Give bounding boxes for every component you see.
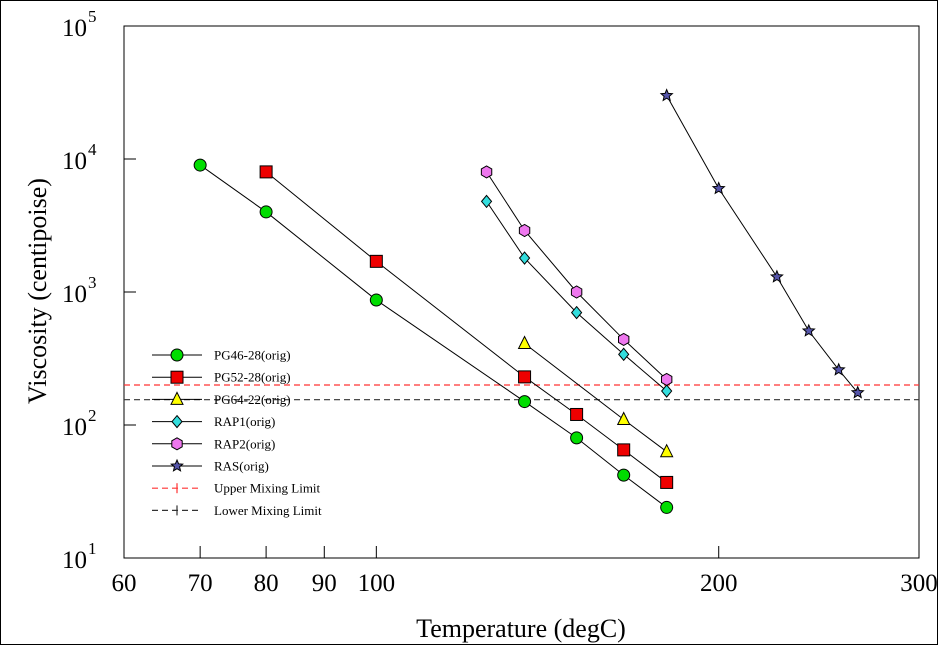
legend-label: Upper Mixing Limit bbox=[214, 481, 321, 496]
data-point bbox=[831, 362, 846, 376]
data-point bbox=[660, 372, 673, 387]
data-point bbox=[518, 395, 532, 409]
legend-label: PG64-22(orig) bbox=[214, 392, 291, 407]
legend-item: PG46-28(orig) bbox=[152, 348, 291, 363]
data-point bbox=[570, 407, 584, 421]
legend: PG46-28(orig) PG52-28(orig) PG64-22(orig) R… bbox=[152, 348, 322, 518]
y-tick-label: 10 bbox=[62, 547, 87, 574]
legend-marker bbox=[171, 437, 183, 451]
data-point bbox=[769, 269, 784, 283]
y-axis-title: Viscosity (centipoise) bbox=[23, 178, 52, 404]
data-point bbox=[259, 165, 273, 179]
legend-item: RAP2(orig) bbox=[152, 436, 275, 451]
y-tick-exponent: 2 bbox=[88, 406, 97, 425]
series-line bbox=[666, 95, 859, 393]
x-tick-label: 100 bbox=[358, 570, 396, 597]
legend-marker bbox=[170, 458, 184, 472]
legend-marker bbox=[170, 348, 184, 362]
data-point bbox=[570, 431, 584, 445]
data-point bbox=[518, 251, 531, 265]
series-group bbox=[480, 194, 673, 398]
series-line bbox=[486, 171, 668, 380]
data-point bbox=[801, 323, 816, 337]
data-point bbox=[517, 335, 532, 349]
y-tick-label: 10 bbox=[62, 148, 87, 175]
data-point bbox=[618, 332, 630, 346]
series-line bbox=[265, 171, 667, 483]
data-point bbox=[660, 475, 674, 489]
legend-marker bbox=[170, 391, 184, 405]
legend-marker bbox=[171, 414, 183, 429]
data-point bbox=[369, 293, 383, 307]
x-tick-label: 300 bbox=[900, 570, 938, 597]
data-point bbox=[660, 500, 674, 514]
x-tick-label: 200 bbox=[700, 570, 738, 597]
data-point bbox=[659, 443, 674, 458]
x-tick-label: 90 bbox=[312, 570, 337, 597]
data-point bbox=[570, 285, 583, 299]
x-axis-title: Temperature (degC) bbox=[416, 614, 626, 643]
data-point bbox=[850, 385, 865, 399]
legend-item: Upper Mixing Limit bbox=[152, 481, 321, 496]
x-tick-label: 80 bbox=[254, 570, 279, 597]
y-tick-exponent: 3 bbox=[88, 273, 97, 292]
y-tick-label: 10 bbox=[62, 281, 87, 308]
data-point bbox=[518, 223, 531, 238]
series-group bbox=[193, 158, 674, 514]
data-point bbox=[570, 305, 583, 320]
data-point bbox=[480, 194, 493, 209]
legend-marker bbox=[170, 370, 184, 384]
data-point bbox=[369, 254, 383, 268]
legend-item: RAS(orig) bbox=[152, 459, 269, 474]
data-point bbox=[259, 205, 273, 219]
plot-area bbox=[123, 25, 920, 559]
series-group bbox=[659, 88, 865, 399]
data-point bbox=[661, 384, 673, 398]
data-point bbox=[616, 411, 631, 425]
data-point bbox=[617, 468, 631, 482]
series-group bbox=[259, 165, 674, 489]
legend-item: PG52-28(orig) bbox=[152, 370, 291, 385]
y-tick-exponent: 4 bbox=[88, 140, 97, 159]
legend-label: PG46-28(orig) bbox=[214, 348, 291, 363]
y-tick-label: 10 bbox=[62, 414, 87, 441]
legend-label: RAS(orig) bbox=[214, 459, 269, 474]
x-tick-label: 70 bbox=[188, 570, 213, 597]
data-point bbox=[659, 88, 674, 102]
y-tick-exponent: 5 bbox=[88, 7, 97, 26]
legend-item: PG64-22(orig) bbox=[152, 391, 291, 407]
reference-lines bbox=[124, 384, 919, 401]
series-group bbox=[480, 165, 673, 387]
data-point bbox=[480, 165, 493, 179]
series-group bbox=[517, 335, 674, 458]
legend-item: RAP1(orig) bbox=[152, 414, 275, 429]
series-layer bbox=[193, 88, 865, 514]
data-point bbox=[518, 370, 532, 384]
legend-item: Lower Mixing Limit bbox=[152, 503, 322, 518]
legend-label: RAP2(orig) bbox=[214, 436, 275, 451]
data-point bbox=[618, 347, 630, 362]
y-tick-exponent: 1 bbox=[88, 539, 97, 558]
x-tick-label: 60 bbox=[112, 570, 137, 597]
legend-label: PG52-28(orig) bbox=[214, 370, 291, 385]
data-point bbox=[617, 443, 631, 457]
legend-label: RAP1(orig) bbox=[214, 414, 275, 429]
data-point bbox=[711, 181, 726, 195]
data-point bbox=[193, 158, 207, 172]
legend-label: Lower Mixing Limit bbox=[214, 503, 322, 518]
y-tick-label: 10 bbox=[62, 15, 87, 42]
